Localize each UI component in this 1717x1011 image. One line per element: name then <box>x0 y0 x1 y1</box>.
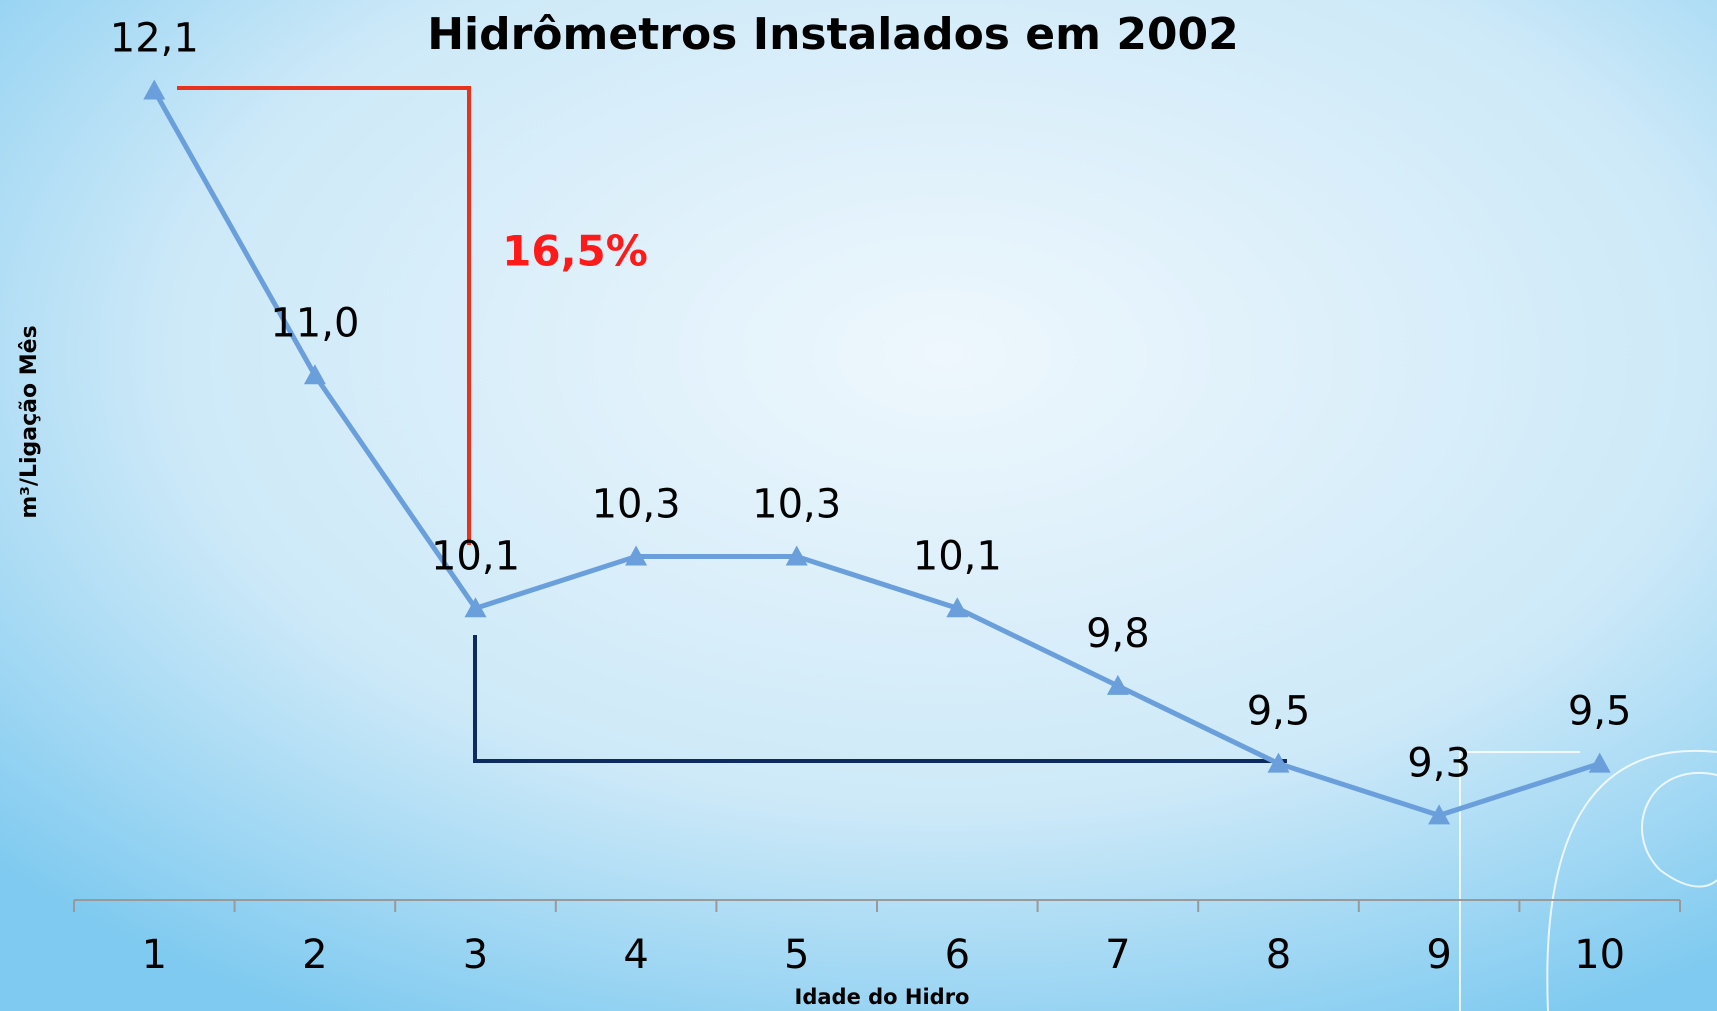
x-axis-label: Idade do Hidro <box>795 985 970 1009</box>
x-tick-label: 3 <box>463 932 488 978</box>
x-tick-label: 7 <box>1105 932 1130 978</box>
data-label: 10,1 <box>913 533 1002 579</box>
data-label: 9,5 <box>1247 689 1311 735</box>
marker <box>143 79 166 100</box>
x-tick-label: 8 <box>1266 932 1291 978</box>
x-tick-label: 4 <box>623 932 648 978</box>
logo <box>1459 749 1717 1011</box>
marker <box>464 597 487 618</box>
red-bracket <box>177 86 471 545</box>
y-axis-label: m³/Ligação Mês <box>17 325 42 518</box>
chart-title: Hidrômetros Instalados em 2002 <box>427 9 1239 60</box>
data-label: 9,3 <box>1407 740 1471 786</box>
annotation: 16,5% <box>502 227 648 276</box>
marker <box>625 545 648 566</box>
x-tick-label: 10 <box>1574 932 1625 978</box>
marker <box>1267 752 1290 773</box>
x-tick-label: 9 <box>1426 932 1451 978</box>
data-label: 9,8 <box>1086 611 1150 657</box>
data-label: 11,0 <box>270 300 359 346</box>
marker <box>1106 674 1129 695</box>
data-label: 10,3 <box>592 481 681 527</box>
x-tick-label: 2 <box>302 932 327 978</box>
marker <box>946 597 969 618</box>
line <box>152 89 1601 818</box>
data-label: 10,3 <box>752 481 841 527</box>
blue-bracket <box>473 635 1287 763</box>
marker <box>785 545 808 566</box>
marker <box>303 364 326 385</box>
marker <box>1428 804 1451 825</box>
x-tick-label: 6 <box>945 932 970 978</box>
x-tick-label: 5 <box>784 932 809 978</box>
data-label: 12,1 <box>110 16 199 62</box>
data-label: 10,1 <box>431 533 520 579</box>
data-label: 9,5 <box>1568 689 1632 735</box>
x-tick-label: 1 <box>142 932 167 978</box>
marker <box>1588 752 1611 773</box>
